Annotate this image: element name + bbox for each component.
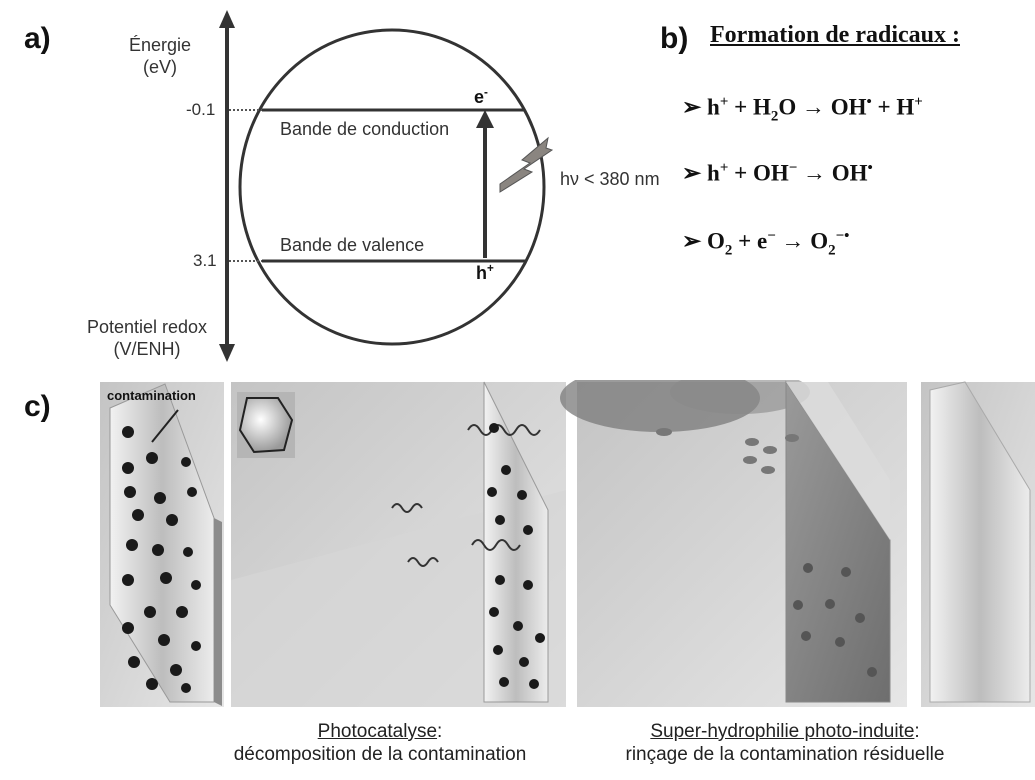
reaction-1: ➢ h+ + H2O → OH• + H+ xyxy=(682,94,923,125)
sun-icon xyxy=(238,397,294,454)
caption-photocatalysis: Photocatalyse: décomposition de la conta… xyxy=(233,721,527,765)
excitation-arrow-head xyxy=(476,110,494,128)
conduction-band-label: Bande de conduction xyxy=(280,119,450,139)
panel-c-letter: c) xyxy=(24,390,51,423)
frame-initial xyxy=(100,382,224,707)
axis-bottom-label: Potentiel redox (V/ENH) xyxy=(86,317,208,359)
reaction-2: ➢ h+ + OH− → OH• xyxy=(682,160,873,186)
frame-clean xyxy=(921,381,1035,707)
lightning-icon xyxy=(499,136,554,193)
contamination-label: contamination xyxy=(107,388,196,403)
frame-photocatalysis xyxy=(231,381,566,707)
panel-a-letter: a) xyxy=(24,22,51,55)
radicals-title: Formation de radicaux : xyxy=(710,22,960,48)
frame-hydrophilic xyxy=(560,380,907,707)
electron-label: e- xyxy=(474,86,488,107)
process-illustration xyxy=(100,380,1035,707)
light-label: hν < 380 nm xyxy=(560,169,660,189)
residual-particles xyxy=(793,563,877,677)
caption-hydrophilic: Super-hydrophilie photo-induite: rinçage… xyxy=(625,721,945,765)
band-diagram xyxy=(219,10,554,362)
particle-circle xyxy=(238,28,546,346)
axis-arrow-up xyxy=(219,10,235,28)
contamination-particles xyxy=(122,426,201,693)
uv-waves xyxy=(391,424,541,567)
valence-band-label: Bande de valence xyxy=(280,235,425,255)
contamination-pointer xyxy=(151,409,179,443)
axis-arrow-down xyxy=(219,344,235,362)
reaction-3: ➢ O2 + e− → O2−• xyxy=(682,228,850,259)
tick-valence: 3.1 xyxy=(193,251,217,270)
decomposing-particles xyxy=(487,423,545,689)
panel-b-letter: b) xyxy=(660,22,689,55)
hole-label: h+ xyxy=(476,262,494,283)
tick-conduction: -0.1 xyxy=(186,100,216,119)
droplets xyxy=(656,428,799,474)
axis-top-label: Énergie (eV) xyxy=(128,35,192,77)
